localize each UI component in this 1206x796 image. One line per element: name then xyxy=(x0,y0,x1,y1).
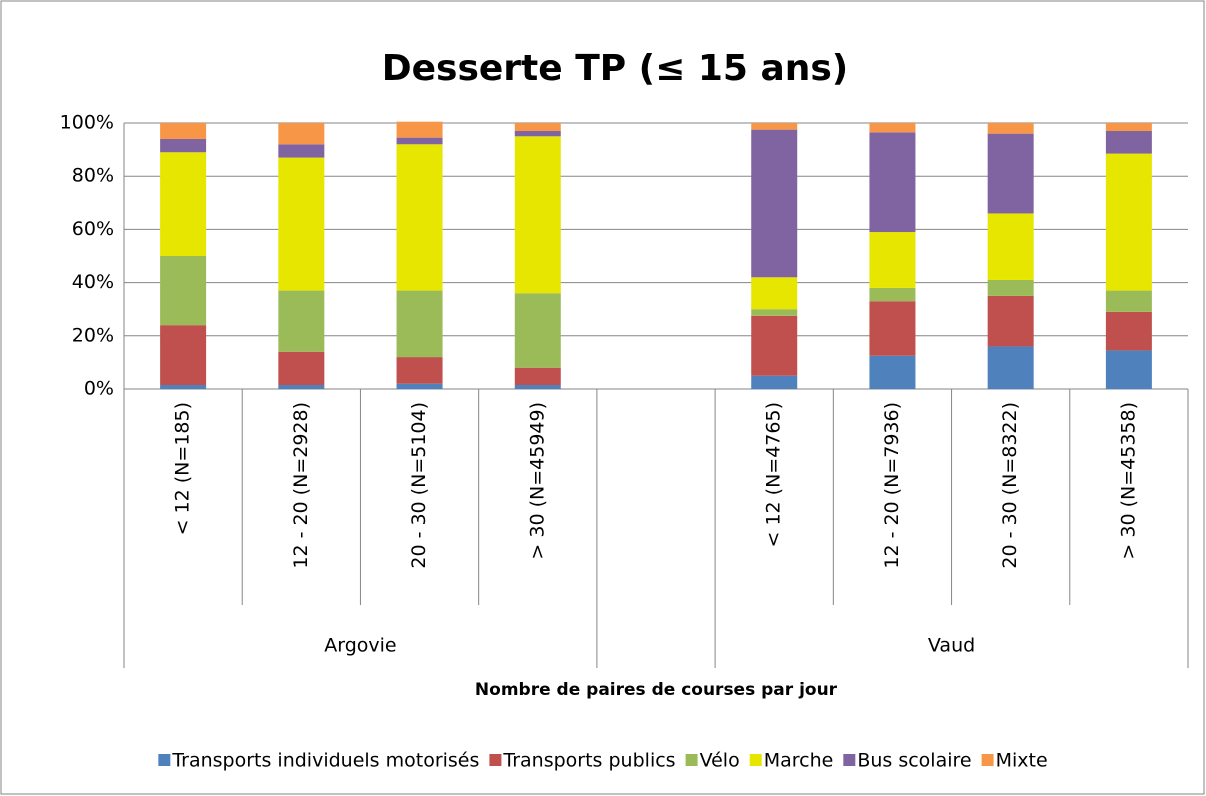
x-tick-label: < 12 (N=185) xyxy=(172,402,194,535)
bar-segment xyxy=(751,375,798,389)
bar-segment xyxy=(160,152,207,256)
bar-segment xyxy=(987,346,1034,389)
bar-segment xyxy=(987,213,1034,280)
legend-label: Mixte xyxy=(996,750,1048,772)
bar-segment xyxy=(514,123,561,131)
bar-segment xyxy=(396,383,443,389)
legend-label: Transports publics xyxy=(502,750,675,772)
x-tick-label: 20 - 30 (N=8322) xyxy=(999,402,1021,569)
x-tick-label: > 30 (N=45358) xyxy=(1117,402,1139,560)
bar-segment xyxy=(1105,153,1152,291)
bar-segment xyxy=(1105,123,1152,131)
group-label: Argovie xyxy=(324,635,396,657)
bar-segment xyxy=(396,290,443,358)
legend-label: Bus scolaire xyxy=(857,750,971,772)
x-tick-label: 12 - 20 (N=2928) xyxy=(290,402,312,569)
bar-segment xyxy=(1105,130,1152,154)
x-axis-title: Nombre de paires de courses par jour xyxy=(475,680,838,700)
x-tick-label: 20 - 30 (N=5104) xyxy=(408,402,430,569)
bar-segment xyxy=(396,357,443,384)
y-tick-label: 60% xyxy=(72,218,114,240)
bar-segment xyxy=(160,256,207,326)
bar-segment xyxy=(278,351,325,386)
bar-segment xyxy=(751,129,798,278)
bar-segment xyxy=(278,385,325,389)
y-tick-label: 100% xyxy=(60,112,114,134)
bar-segment xyxy=(160,325,207,386)
bar-segment xyxy=(869,287,916,302)
bar-segment xyxy=(869,355,916,389)
bar-segment xyxy=(160,138,207,153)
bar-segment xyxy=(278,290,325,352)
bar-segment xyxy=(987,123,1034,134)
bar-segment xyxy=(514,293,561,368)
legend-swatch xyxy=(843,754,856,766)
bar-segment xyxy=(396,144,443,291)
legend-swatch xyxy=(489,754,502,766)
bar-segment xyxy=(869,301,916,356)
bar-segment xyxy=(1105,311,1152,351)
y-tick-label: 0% xyxy=(84,378,114,400)
y-tick-label: 20% xyxy=(72,324,114,346)
legend-label: Vélo xyxy=(700,750,740,772)
legend-swatch xyxy=(749,754,762,766)
x-tick-label: < 12 (N=4765) xyxy=(763,402,785,548)
bar-segment xyxy=(514,136,561,294)
bar-segment xyxy=(1105,290,1152,312)
bar-segment xyxy=(751,315,798,376)
group-label: Vaud xyxy=(928,635,975,657)
chart-title: Desserte TP (≤ 15 ans) xyxy=(382,48,849,89)
bar-segment xyxy=(869,232,916,288)
bar-segment xyxy=(160,123,207,139)
legend-label: Transports individuels motorisés xyxy=(171,750,479,772)
bar-segment xyxy=(1105,350,1152,389)
bar-segment xyxy=(278,123,325,145)
x-tick-label: 12 - 20 (N=7936) xyxy=(881,402,903,569)
y-tick-label: 40% xyxy=(72,271,114,293)
legend-swatch xyxy=(981,754,994,766)
bar-segment xyxy=(987,133,1034,214)
bar-segment xyxy=(278,157,325,291)
bar-segment xyxy=(751,309,798,316)
bar-segment xyxy=(869,132,916,233)
bar-segment xyxy=(987,279,1034,296)
bar-segment xyxy=(278,144,325,158)
y-tick-label: 80% xyxy=(72,165,114,187)
bar-segment xyxy=(514,130,561,137)
legend-label: Marche xyxy=(764,750,834,772)
bar-segment xyxy=(869,123,916,133)
legend-swatch xyxy=(685,754,698,766)
legend-swatch xyxy=(158,754,171,766)
bar-segment xyxy=(160,385,207,389)
bar-segment xyxy=(396,121,443,138)
x-tick-label: > 30 (N=45949) xyxy=(526,402,548,560)
bar-segment xyxy=(514,385,561,389)
bar-segment xyxy=(514,367,561,386)
bar-segment xyxy=(987,295,1034,347)
bar-segment xyxy=(751,277,798,310)
bar-segment xyxy=(751,123,798,130)
bar-segment xyxy=(396,137,443,145)
